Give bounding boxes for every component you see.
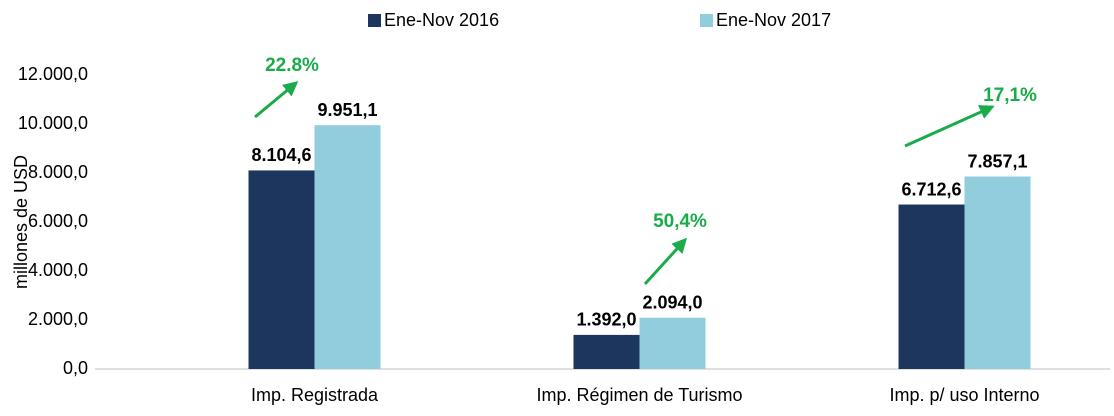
bar xyxy=(314,125,381,369)
value-label: 2.094,0 xyxy=(642,292,702,312)
legend-label: Ene-Nov 2017 xyxy=(716,10,831,30)
legend-label: Ene-Nov 2016 xyxy=(384,10,499,30)
x-tick-label: Imp. Régimen de Turismo xyxy=(536,385,742,405)
bar xyxy=(248,170,315,369)
y-axis-label: millones de USD xyxy=(11,155,31,289)
x-tick-label: Imp. p/ uso Interno xyxy=(889,385,1039,405)
legend-swatch xyxy=(368,14,381,27)
y-tick-label: 2.000,0 xyxy=(28,309,88,329)
annotation: 17,1% xyxy=(983,85,1037,106)
annotation: 22.8% xyxy=(265,55,319,76)
value-label: 1.392,0 xyxy=(576,310,636,330)
value-label: 6.712,6 xyxy=(901,179,961,199)
bar xyxy=(964,176,1031,369)
annotation-arrow xyxy=(904,105,995,148)
bar xyxy=(573,334,640,369)
annotation-arrow xyxy=(643,237,688,286)
value-label: 7.857,1 xyxy=(967,151,1027,171)
y-tick-label: 12.000,0 xyxy=(18,64,88,84)
annotation: 50,4% xyxy=(653,211,707,232)
y-tick-label: 4.000,0 xyxy=(28,260,88,280)
y-tick-label: 8.000,0 xyxy=(28,162,88,182)
annotation-arrow xyxy=(254,81,299,119)
value-label: 8.104,6 xyxy=(251,145,311,165)
bar xyxy=(898,204,965,369)
y-tick-label: 6.000,0 xyxy=(28,211,88,231)
bar xyxy=(639,317,706,369)
value-label: 9.951,1 xyxy=(317,100,377,120)
y-tick-label: 0,0 xyxy=(63,358,88,378)
y-tick-label: 10.000,0 xyxy=(18,113,88,133)
x-tick-label: Imp. Registrada xyxy=(251,385,379,405)
legend-swatch xyxy=(700,14,713,27)
